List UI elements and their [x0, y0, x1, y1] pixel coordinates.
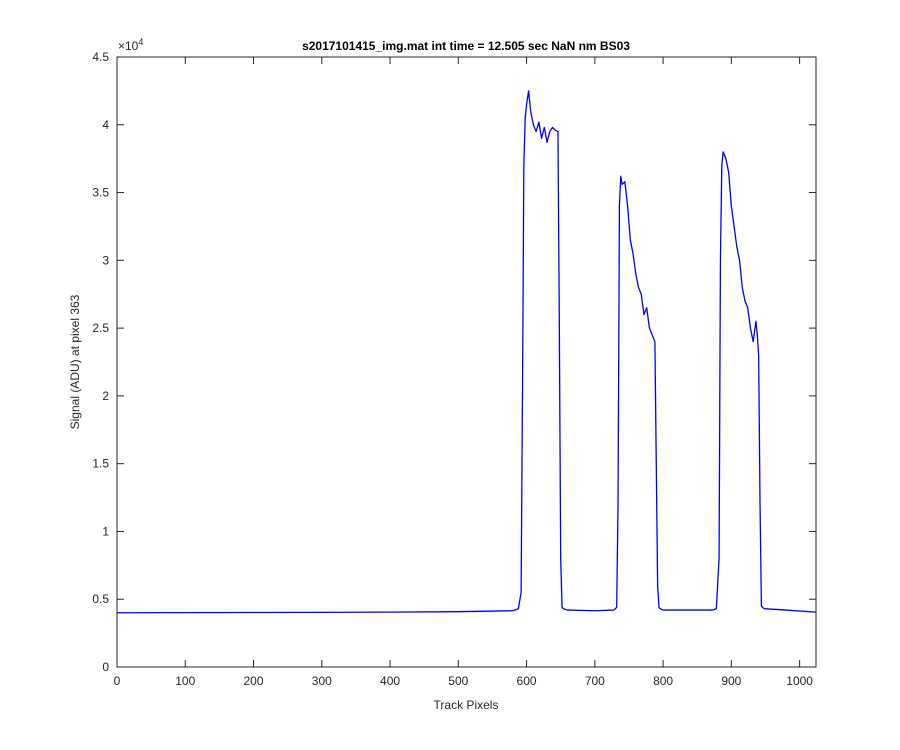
y-axis-label: Signal (ADU) at pixel 363 [68, 294, 82, 429]
exponent-base: ×10 [118, 39, 139, 53]
y-tick-label: 1 [102, 524, 109, 538]
y-tick-label: 1.5 [92, 457, 109, 471]
x-tick-label: 300 [312, 674, 332, 688]
x-tick-label: 800 [653, 674, 673, 688]
x-tick-label: 400 [380, 674, 400, 688]
axes-box [116, 56, 817, 668]
chart-title: s2017101415_img.mat int time = 12.505 se… [302, 39, 630, 53]
x-tick-label: 0 [114, 674, 121, 688]
y-tick-label: 3.5 [92, 186, 109, 200]
x-tick-label: 200 [244, 674, 264, 688]
x-tick-label: 100 [175, 674, 195, 688]
x-tick-label: 1000 [786, 674, 813, 688]
exponent-power: 4 [138, 37, 143, 47]
y-tick-label: 4 [102, 118, 109, 132]
x-tick-label: 600 [517, 674, 537, 688]
x-axis-label: Track Pixels [434, 698, 499, 712]
x-tick-label: 700 [585, 674, 605, 688]
y-tick-label: 0 [102, 660, 109, 674]
signal-line [116, 90, 817, 614]
y-tick-label: 2 [102, 389, 109, 403]
y-tick-label: 2.5 [92, 321, 109, 335]
y-tick-label: 3 [102, 253, 109, 267]
y-exponent-label: ×104 [118, 37, 143, 53]
y-tick-label: 0.5 [92, 592, 109, 606]
x-tick-label: 900 [721, 674, 741, 688]
y-tick-label: 4.5 [92, 50, 109, 64]
x-tick-label: 500 [448, 674, 468, 688]
plot-area [117, 57, 816, 667]
